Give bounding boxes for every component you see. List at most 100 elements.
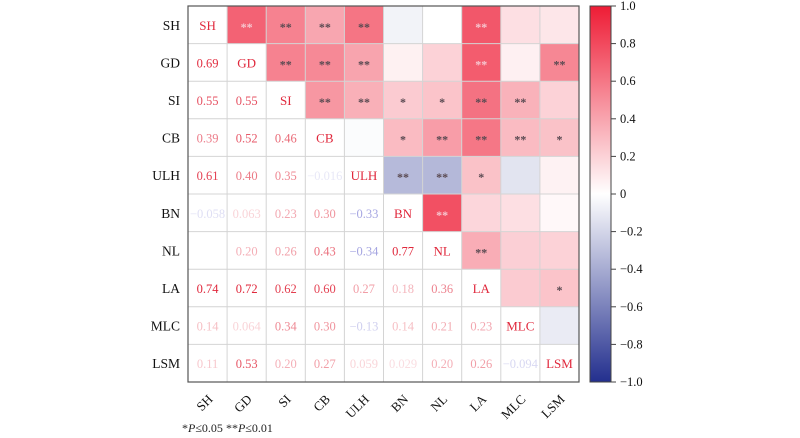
column-label: CB [310,391,333,414]
heatmap-cell [539,6,579,44]
heatmap-cell [383,43,423,82]
heatmap-cell [539,269,579,307]
heatmap-cell [500,6,540,44]
significance-stars: * [400,133,406,147]
value-cell [227,194,267,232]
colorbar-tick-label: −0.6 [620,300,643,314]
diagonal-cell [539,344,579,382]
value-cell [188,156,228,194]
heatmap-cell [383,6,423,44]
heatmap-cell [305,81,345,119]
footnote-p2: P [237,421,246,435]
value-cell [266,118,306,157]
value-cell [305,344,345,382]
significance-stars: ** [358,20,370,34]
colorbar-tick-label: −1.0 [620,375,643,389]
row-label: GD [161,55,181,70]
value-cell [188,231,228,270]
column-labels: SH GD SI CB ULH BN NL LA MLC LSM [193,391,568,422]
value-cell [305,269,345,307]
heatmap-cell [383,81,423,119]
row-label: LA [162,281,180,296]
significance-stars: ** [241,20,253,34]
footnote-star1: * [182,421,188,435]
correlation-value: 0.059 [350,357,378,371]
value-cell [266,194,306,232]
significance-footnote: *P≤0.05 **P≤0.01 [182,421,273,436]
correlation-value: 0.46 [275,132,297,146]
heatmap-cell [500,269,540,307]
row-label: MLC [151,319,180,334]
value-cell [422,344,462,382]
value-cell [266,156,306,194]
diagonal-cell [500,306,540,345]
value-cell [383,306,423,345]
colorbar-ticks: 1.0 0.8 0.6 0.4 0.2 0 −0.2 −0.4 −0.6 −0.8 −1.0 [611,0,643,389]
value-cell [383,344,423,382]
heatmap-cell [500,156,540,194]
significance-stars: ** [475,133,487,147]
heatmap-cell [461,81,501,119]
significance-stars: ** [475,245,487,259]
significance-stars: ** [319,95,331,109]
significance-stars: ** [319,57,331,71]
value-cell [188,269,228,307]
correlation-value: −0.13 [349,320,378,334]
value-cell [227,118,267,157]
correlation-value: 0.23 [275,207,297,221]
heatmap-cell [461,194,501,232]
heatmap-cell [500,81,540,119]
correlation-value: 0.62 [275,282,297,296]
value-cell [266,231,306,270]
colorbar-tick-label: 0.4 [620,112,636,126]
diagonal-cell [422,231,462,270]
heatmap-cell [461,6,501,44]
heatmap-cell [305,43,345,82]
value-cell [188,81,228,119]
value-cell [305,194,345,232]
heatmap-cells: SH ** ** ** ** **0.69 GD ** ** ** ** **0.55 0.55 SI **… [188,6,579,382]
significance-stars: * [478,170,484,184]
value-cell [461,306,501,345]
correlation-value: −0.058 [190,207,225,221]
column-label: NL [427,391,450,414]
diagonal-label: LSM [546,356,573,371]
significance-stars: ** [475,20,487,34]
colorbar-tick-label: −0.2 [620,225,643,239]
value-cell [266,306,306,345]
correlation-value: 0.063 [233,207,261,221]
heatmap-cell [539,306,579,345]
row-label: ULH [152,168,180,183]
correlation-value: 0.20 [236,244,258,258]
heatmap-cell [422,81,462,119]
heatmap-cell [461,43,501,82]
correlation-value: −0.33 [349,207,378,221]
correlation-value: 0.55 [236,94,258,108]
gridlines [188,6,579,382]
significance-stars: * [400,95,406,109]
diagonal-label: CB [316,131,334,146]
value-cell [227,156,267,194]
correlation-value: 0.55 [197,94,219,108]
correlation-value: 0.40 [236,169,258,183]
heatmap-cell [500,231,540,270]
significance-stars: * [556,283,562,297]
heatmap-cell [539,156,579,194]
colorbar-tick-label: 0 [620,187,626,201]
correlation-value: 0.52 [236,132,258,146]
heatmap-cell [344,43,384,82]
diagonal-cell [188,6,228,44]
diagonal-label: GD [237,55,256,70]
value-cell [227,231,267,270]
value-cell [461,344,501,382]
value-cell [422,269,462,307]
significance-stars: ** [475,95,487,109]
heatmap-cell [539,43,579,82]
significance-stars: ** [436,208,448,222]
significance-stars: ** [436,133,448,147]
significance-stars: ** [280,20,292,34]
diagonal-cell [305,118,345,157]
correlation-value: 0.14 [197,320,220,334]
heatmap-cell [539,118,579,157]
